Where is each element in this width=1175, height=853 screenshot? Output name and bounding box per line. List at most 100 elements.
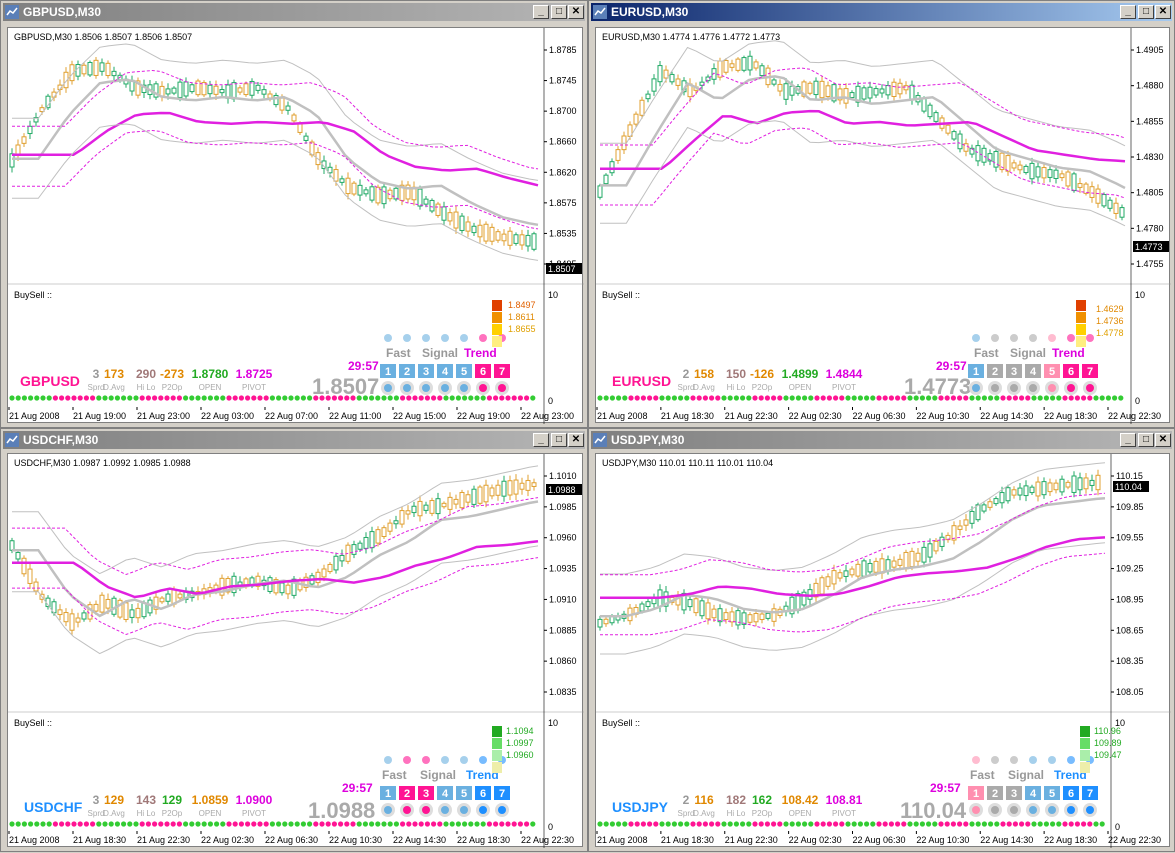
chart-canvas[interactable]: USDJPY,M30 110.01 110.11 110.01 110.04 1… [596, 454, 1171, 848]
minimize-button[interactable]: _ [1120, 5, 1136, 19]
candle-body [405, 510, 411, 515]
chart-area[interactable]: USDCHF,M30 1.0987 1.0992 1.0985 1.0988 1… [7, 453, 584, 848]
candle-body [285, 584, 291, 595]
trend-dot [331, 395, 337, 401]
close-button[interactable]: ✕ [1155, 5, 1171, 19]
title-bar[interactable]: EURUSD,M30 _ □ ✕ [591, 3, 1172, 21]
time-tick-label: 22 Aug 14:30 [393, 835, 446, 845]
stat-label: PIVOT [242, 383, 266, 392]
trend-dot [597, 821, 603, 827]
candle-body [39, 107, 45, 113]
trend-dot [1099, 821, 1105, 827]
candle-body [201, 82, 207, 96]
chart-canvas[interactable]: GBPUSD,M30 1.8506 1.8507 1.8506 1.8507 1… [8, 28, 584, 424]
current-price-box [1113, 481, 1149, 492]
price-tick-label: 1.8535 [549, 228, 577, 238]
trend-dot [721, 395, 727, 401]
level-3: 1.0960 [506, 750, 534, 760]
time-tick-label: 22 Aug 22:30 [1108, 411, 1161, 421]
candle-body [759, 65, 765, 77]
trend-dot [524, 821, 530, 827]
trend-dot [789, 821, 795, 827]
trend-dot [393, 395, 399, 401]
maximize-button[interactable]: □ [551, 433, 567, 447]
chart-canvas[interactable]: USDCHF,M30 1.0987 1.0992 1.0985 1.0988 1… [8, 454, 584, 848]
chart-window-usdchf[interactable]: USDCHF,M30 _ □ ✕ USDCHF,M30 1.0987 1.099… [0, 428, 588, 852]
trend-dot [857, 821, 863, 827]
candle-body [351, 544, 357, 555]
trend-dot [201, 821, 207, 827]
signal-center [441, 384, 449, 392]
trend-dot [814, 395, 820, 401]
trend-dot [437, 395, 443, 401]
maximize-button[interactable]: □ [551, 5, 567, 19]
trend-dot [214, 821, 220, 827]
chart-area[interactable]: GBPUSD,M30 1.8506 1.8507 1.8506 1.8507 1… [7, 27, 584, 424]
chart-area[interactable]: EURUSD,M30 1.4774 1.4776 1.4772 1.4773 1… [595, 27, 1171, 424]
fast-label: Fast [970, 768, 995, 782]
trend-dot [505, 821, 511, 827]
price-tick-label: 1.0935 [549, 564, 577, 574]
candle-body [1083, 183, 1089, 194]
signal-center [479, 806, 487, 814]
signal-box [1082, 364, 1098, 378]
trend-dot [950, 395, 956, 401]
chart-window-usdjpy[interactable]: USDJPY,M30 _ □ ✕ USDJPY,M30 110.01 110.1… [588, 428, 1175, 852]
trend-dot [1031, 821, 1037, 827]
candle-body [363, 189, 369, 195]
chart-area[interactable]: USDJPY,M30 110.01 110.11 110.01 110.04 1… [595, 453, 1171, 848]
close-button[interactable]: ✕ [1155, 433, 1171, 447]
close-button[interactable]: ✕ [568, 5, 584, 19]
candle-body [705, 76, 711, 82]
trend-dot [1056, 821, 1062, 827]
trend-dot [524, 395, 530, 401]
maximize-button[interactable]: □ [1138, 433, 1154, 447]
candle-body [1107, 199, 1113, 209]
candle-body [1089, 479, 1095, 486]
trend-dot [511, 821, 517, 827]
candle-body [687, 599, 693, 608]
title-bar[interactable]: USDCHF,M30 _ □ ✕ [3, 431, 585, 449]
level-bar [1080, 726, 1090, 737]
minimize-button[interactable]: _ [533, 5, 549, 19]
signal-center [384, 384, 392, 392]
trend-dot [480, 821, 486, 827]
candle-body [963, 143, 969, 152]
signal-box [1006, 364, 1022, 378]
trend-dot [40, 395, 46, 401]
close-button[interactable]: ✕ [568, 433, 584, 447]
trend-dot [1074, 821, 1080, 827]
trend-dot [944, 395, 950, 401]
candle-body [9, 540, 15, 551]
signal-box-number: 1 [973, 788, 979, 800]
chart-canvas[interactable]: EURUSD,M30 1.4774 1.4776 1.4772 1.4773 1… [596, 28, 1171, 424]
trend-dot [251, 395, 257, 401]
time-tick-label: 22 Aug 23:00 [521, 411, 574, 421]
time-tick-label: 21 Aug 22:30 [725, 411, 778, 421]
trend-dot [1025, 821, 1031, 827]
trend-dot [400, 395, 406, 401]
signal-box [1044, 364, 1060, 378]
trend-dot [65, 395, 71, 401]
trend-dot [826, 821, 832, 827]
fast-label: Fast [386, 346, 411, 360]
signal-dot [1086, 334, 1094, 342]
stat-value: 108.42 [782, 793, 819, 807]
maximize-button[interactable]: □ [1138, 5, 1154, 19]
trend-dot [499, 821, 505, 827]
signal-dot [441, 334, 449, 342]
candle-body [957, 525, 963, 530]
signal-box [987, 364, 1003, 378]
title-bar[interactable]: GBPUSD,M30 _ □ ✕ [3, 3, 585, 21]
trend-dot [777, 821, 783, 827]
chart-window-eurusd[interactable]: EURUSD,M30 _ □ ✕ EURUSD,M30 1.4774 1.477… [588, 0, 1175, 428]
trend-dot [46, 395, 52, 401]
trend-dot [1118, 395, 1124, 401]
title-bar[interactable]: USDJPY,M30 _ □ ✕ [591, 431, 1172, 449]
trend-dot [740, 395, 746, 401]
level-bar [1080, 738, 1090, 749]
minimize-button[interactable]: _ [1120, 433, 1136, 447]
minimize-button[interactable]: _ [533, 433, 549, 447]
candle-body [207, 84, 213, 95]
chart-window-gbpusd[interactable]: GBPUSD,M30 _ □ ✕ GBPUSD,M30 1.8506 1.850… [0, 0, 588, 428]
